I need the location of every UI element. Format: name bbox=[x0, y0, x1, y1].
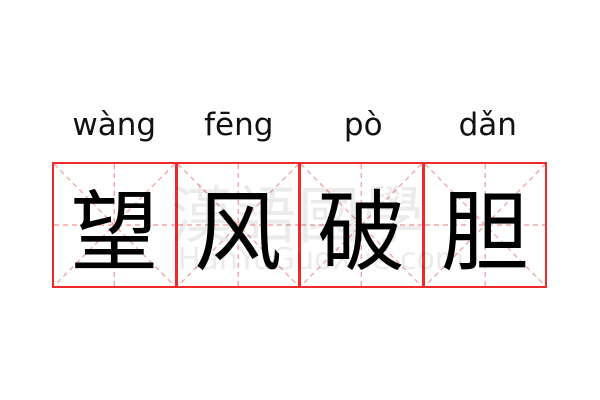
character-grid: 望 风 破 胆 bbox=[52, 162, 550, 288]
guide-line bbox=[301, 164, 422, 286]
grid-guides bbox=[425, 164, 546, 286]
hanzi-3: 破 bbox=[317, 180, 406, 284]
hanzi-4: 胆 bbox=[440, 180, 529, 284]
hanzi-1: 望 bbox=[70, 180, 159, 284]
grid-guides bbox=[54, 164, 175, 286]
character-cell: 破 bbox=[299, 162, 424, 288]
character-cell: 风 bbox=[175, 162, 300, 288]
watermark-chinese: 漢語國學 bbox=[170, 179, 427, 252]
guide-line bbox=[178, 164, 299, 286]
grid-guides bbox=[301, 164, 422, 286]
character-cell: 望 bbox=[52, 162, 177, 288]
pinyin-row: wàng fēng pò dǎn bbox=[52, 100, 550, 150]
guide-line bbox=[425, 164, 546, 286]
character-cell: 胆 bbox=[422, 162, 547, 288]
pinyin-1: wàng bbox=[72, 107, 157, 143]
guide-line bbox=[54, 164, 175, 286]
pinyin-4: dǎn bbox=[458, 107, 517, 143]
hanzi-2: 风 bbox=[193, 180, 282, 284]
grid-guides bbox=[178, 164, 299, 286]
pinyin-3: pò bbox=[343, 107, 383, 143]
pinyin-2: fēng bbox=[204, 107, 274, 143]
watermark-latin: HanYuGuoXue.com bbox=[178, 242, 465, 277]
